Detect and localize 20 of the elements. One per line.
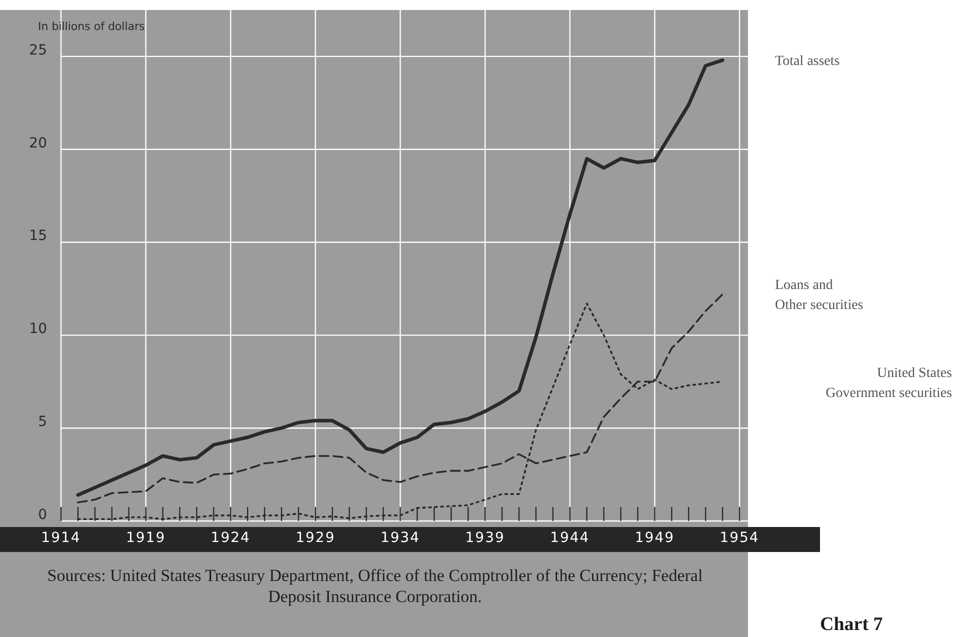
text: United States Government securities xyxy=(824,364,952,403)
x-tick-label: 1939 xyxy=(465,530,505,546)
x-tick-label: 1934 xyxy=(380,530,420,546)
x-tick-label: 1914 xyxy=(41,530,81,546)
y-tick-label: 0 xyxy=(38,506,47,523)
y-tick-label: 20 xyxy=(29,135,47,152)
y-tick-label: 25 xyxy=(29,42,47,58)
x-tick-label: 1919 xyxy=(126,530,166,546)
y-tick-label: 10 xyxy=(29,321,47,338)
x-tick-label: 1929 xyxy=(296,530,336,546)
text: Total assets xyxy=(775,53,841,72)
x-tick-label: 1954 xyxy=(720,530,760,546)
x-tick-label: 1944 xyxy=(550,530,590,546)
y-tick-label: 15 xyxy=(29,228,47,244)
source-note: Sources: United States Treasury Department, Office of the Comptroller of the Currency; Federal Deposit Insurance Corporation. xyxy=(46,565,704,607)
x-tick-label: 1924 xyxy=(210,530,250,546)
y-tick-label: 5 xyxy=(38,414,47,430)
caption: Chart 7 xyxy=(820,614,883,636)
text: Loans and Other securities xyxy=(775,277,864,316)
x-tick-label: 1949 xyxy=(634,530,675,546)
